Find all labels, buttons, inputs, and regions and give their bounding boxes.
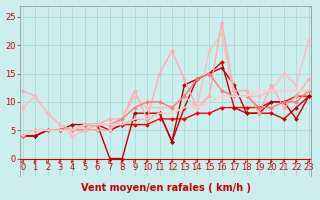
X-axis label: Vent moyen/en rafales ( km/h ): Vent moyen/en rafales ( km/h ) <box>81 183 251 193</box>
